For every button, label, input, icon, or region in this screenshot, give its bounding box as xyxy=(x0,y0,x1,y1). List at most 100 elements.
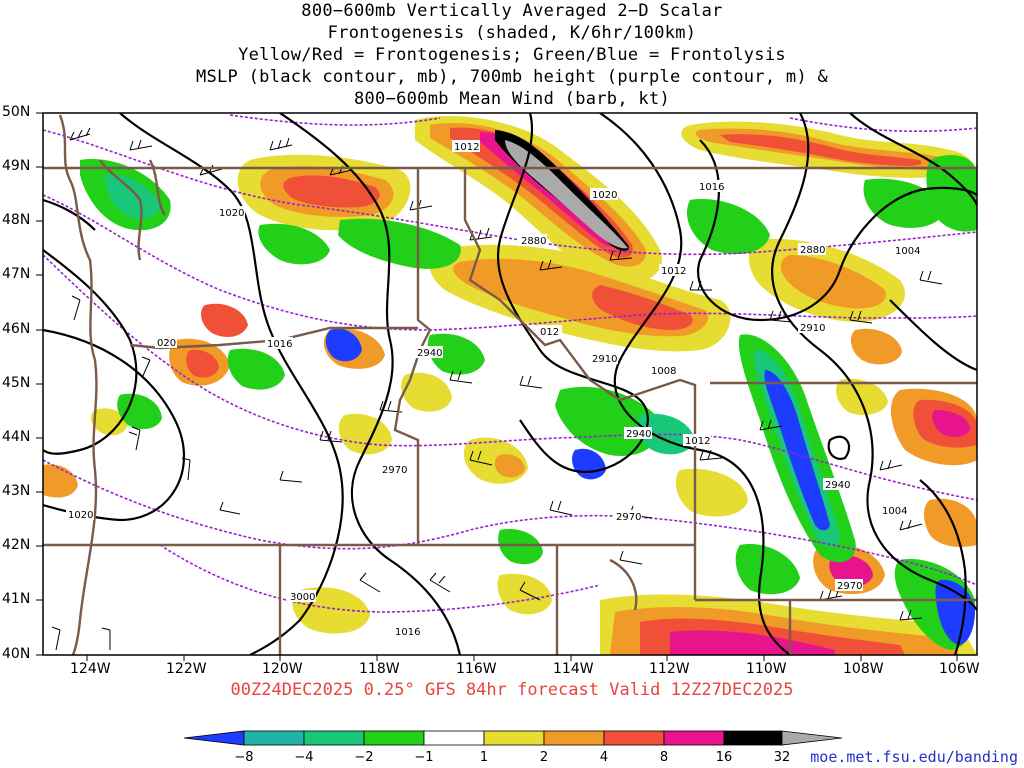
svg-text:2940: 2940 xyxy=(626,429,651,440)
colorbar-label-n4: −4 xyxy=(294,750,313,765)
mslp-label-020: 020 xyxy=(155,336,177,349)
lat-label-47n: 47N xyxy=(2,266,31,282)
lon-label-124w: 124W xyxy=(70,661,111,677)
colorbar-cell-n2-n1 xyxy=(363,730,425,746)
svg-text:2940: 2940 xyxy=(417,348,442,359)
colorbar-label-4: 4 xyxy=(600,750,608,765)
lon-label-122w: 122W xyxy=(166,661,207,677)
svg-text:2970: 2970 xyxy=(616,512,641,523)
svg-text:1012: 1012 xyxy=(454,142,479,153)
mslp-label-1020-c: 1020 xyxy=(66,508,94,521)
lat-label-50n: 50N xyxy=(2,104,31,120)
svg-text:2880: 2880 xyxy=(800,245,825,256)
lon-label-120w: 120W xyxy=(262,661,303,677)
mslp-label-1020-b: 1020 xyxy=(217,206,245,219)
lat-label-43n: 43N xyxy=(2,483,31,499)
height-label-2970-c: 2970 xyxy=(835,579,863,592)
svg-text:1020: 1020 xyxy=(219,208,244,219)
svg-text:2880: 2880 xyxy=(521,236,546,247)
colorbar-cell-8-16 xyxy=(663,730,725,746)
lon-label-110w: 110W xyxy=(746,661,787,677)
colorbar-label-2: 2 xyxy=(540,750,548,765)
height-label-2910-a: 2910 xyxy=(798,321,826,334)
svg-text:3000: 3000 xyxy=(290,592,315,603)
colorbar: −8 −4 −2 −1 1 2 4 8 16 32 xyxy=(183,730,843,765)
height-label-2880-a: 2880 xyxy=(519,234,547,247)
lat-label-42n: 42N xyxy=(2,537,31,553)
svg-text:1004: 1004 xyxy=(895,246,920,257)
mslp-label-1012-b: 1012 xyxy=(659,264,687,277)
svg-text:2910: 2910 xyxy=(592,354,617,365)
mslp-contours xyxy=(43,113,977,655)
colorbar-label-32: 32 xyxy=(774,750,791,765)
shaded-frontogenesis-field xyxy=(43,113,977,655)
height-label-2970-b: 2970 xyxy=(614,510,642,523)
colorbar-cell-gt-32 xyxy=(781,730,843,746)
mslp-label-1008: 1008 xyxy=(649,364,677,377)
colorbar-label-1: 1 xyxy=(480,750,488,765)
colorbar-cell-n4-n2 xyxy=(303,730,365,746)
colorbar-label-n8: −8 xyxy=(234,750,253,765)
colorbar-cell-4-8 xyxy=(603,730,665,746)
mslp-label-1012-c: 1012 xyxy=(683,434,711,447)
svg-text:1016: 1016 xyxy=(267,339,292,350)
mslp-label-1016-a: 1016 xyxy=(697,180,725,193)
svg-text:2940: 2940 xyxy=(825,480,850,491)
height-label-2880-b: 2880 xyxy=(798,243,826,256)
source-credit-link[interactable]: moe.met.fsu.edu/banding xyxy=(810,748,1018,766)
colorbar-cell-n1-1 xyxy=(423,730,485,746)
mslp-label-1020-a: 1020 xyxy=(590,188,618,201)
lat-label-41n: 41N xyxy=(2,591,31,607)
height-label-2940-c: 2940 xyxy=(823,478,851,491)
colorbar-cell-16-32 xyxy=(723,730,783,746)
lat-label-48n: 48N xyxy=(2,212,31,228)
chart-title-line-5: 800−600mb Mean Wind (barb, kt) xyxy=(353,89,671,109)
colorbar-cell-2-4 xyxy=(543,730,605,746)
height-label-2910-b: 2910 xyxy=(590,352,618,365)
height-label-2940-a: 2940 xyxy=(415,346,443,359)
lon-label-112w: 112W xyxy=(649,661,690,677)
chart-title-line-3: Yellow/Red = Frontogenesis; Green/Blue =… xyxy=(238,45,786,65)
svg-text:1004: 1004 xyxy=(882,506,907,517)
lat-label-49n: 49N xyxy=(2,158,31,174)
wind-barbs xyxy=(51,127,943,651)
colorbar-cell-lt-8 xyxy=(183,730,245,746)
mslp-label-012: 012 xyxy=(538,325,562,338)
svg-text:2910: 2910 xyxy=(800,323,825,334)
svg-text:1020: 1020 xyxy=(68,510,93,521)
svg-text:1016: 1016 xyxy=(395,627,420,638)
political-borders xyxy=(43,114,977,655)
lat-label-40n: 40N xyxy=(2,646,31,662)
height-label-3000: 3000 xyxy=(288,590,316,603)
svg-text:012: 012 xyxy=(540,327,559,338)
svg-text:1016: 1016 xyxy=(699,182,724,193)
axis-ticks xyxy=(36,112,958,661)
svg-text:1020: 1020 xyxy=(592,190,617,201)
svg-text:1012: 1012 xyxy=(685,436,710,447)
lon-label-114w: 114W xyxy=(553,661,594,677)
chart-title-line-4: MSLP (black contour, mb), 700mb height (… xyxy=(195,67,829,87)
mslp-label-1016-b: 1016 xyxy=(265,337,293,350)
forecast-valid-line: 00Z24DEC2025 0.25° GFS 84hr forecast Val… xyxy=(230,680,794,700)
height-label-2910-overlay: 1016 xyxy=(684,182,709,193)
lon-label-108w: 108W xyxy=(843,661,884,677)
mslp-label-1012-d: 1012 xyxy=(540,327,565,338)
colorbar-label-8: 8 xyxy=(660,750,668,765)
lat-label-46n: 46N xyxy=(2,321,31,337)
svg-text:1008: 1008 xyxy=(651,366,676,377)
contour-labels: 1012 1020 1016 1012 1020 1016 020 1016 0… xyxy=(66,140,921,638)
svg-text:2970: 2970 xyxy=(837,581,862,592)
chart-title-line-1: 800−600mb Vertically Averaged 2−D Scalar xyxy=(301,1,723,21)
mslp-label-1016-c: 1016 xyxy=(393,625,421,638)
svg-text:1012: 1012 xyxy=(661,266,686,277)
height-label-2970-a: 2970 xyxy=(380,463,408,476)
lat-label-45n: 45N xyxy=(2,375,31,391)
height-label-2940-b: 2940 xyxy=(624,427,652,440)
chart-title-line-2: Frontogenesis (shaded, K/6hr/100km) xyxy=(327,23,697,43)
frontolysis-patches xyxy=(80,155,977,650)
svg-text:2970: 2970 xyxy=(382,465,407,476)
lon-label-116w: 116W xyxy=(456,661,497,677)
colorbar-label-n1: −1 xyxy=(414,750,433,765)
colorbar-label-16: 16 xyxy=(716,750,733,765)
